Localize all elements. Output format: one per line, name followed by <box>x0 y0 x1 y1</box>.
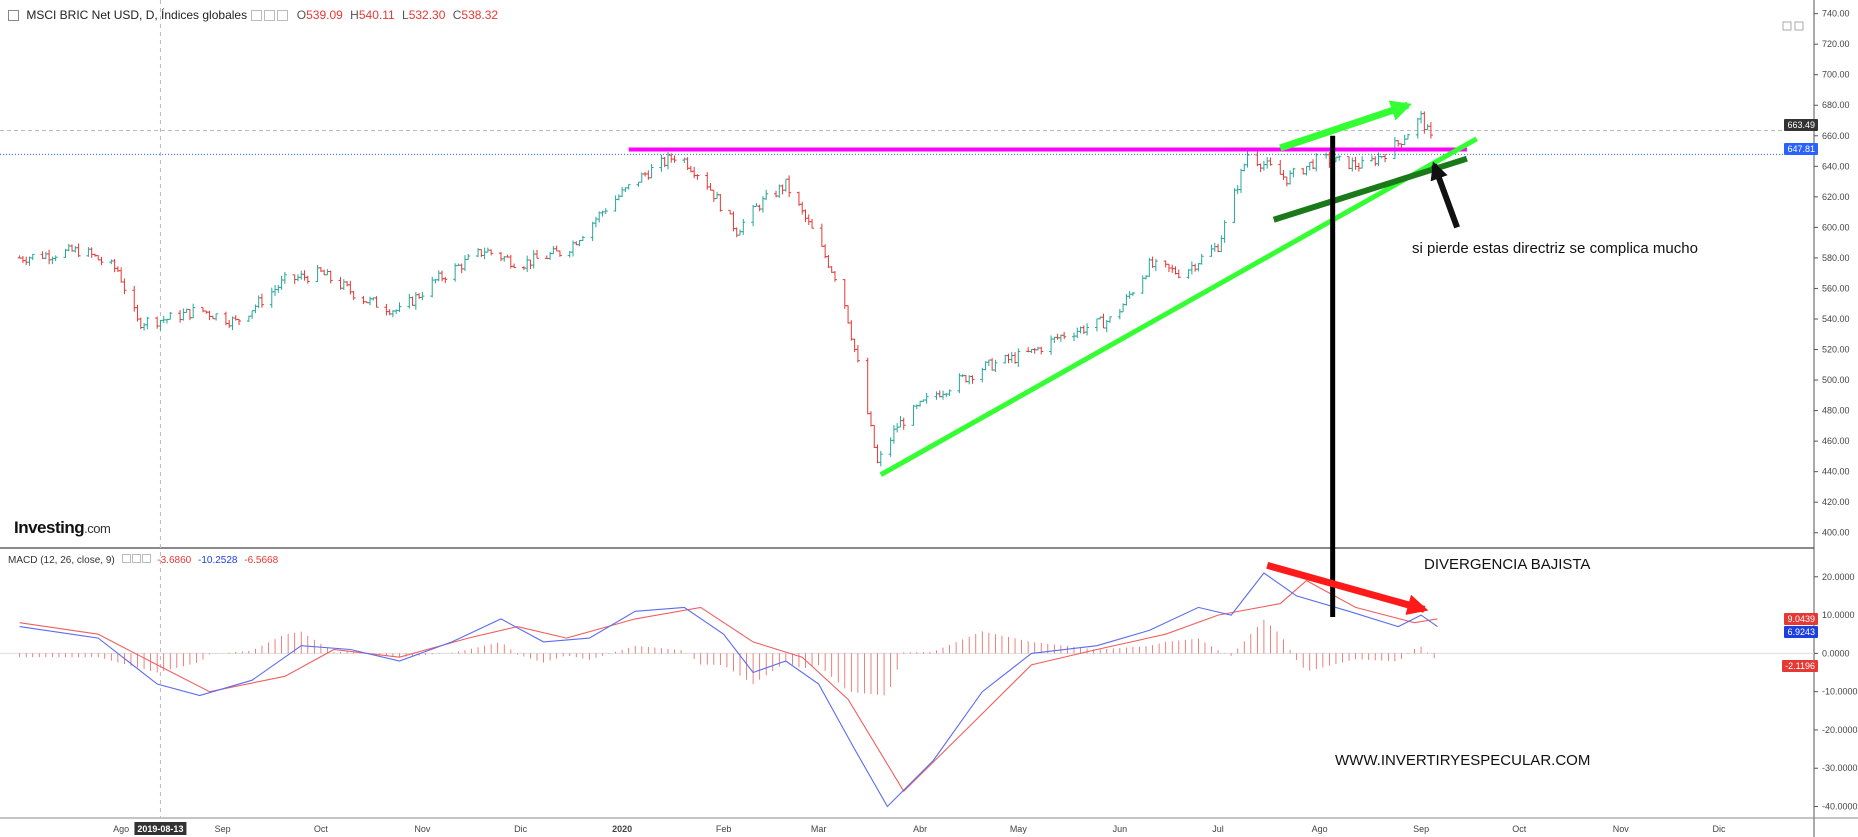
hist-value-label: -2.1196 <box>1782 660 1818 672</box>
time-tick-label: Dic <box>1713 824 1726 834</box>
logo-brand: Investing <box>14 518 85 537</box>
open-value: 539.09 <box>306 8 343 22</box>
drawings-layer <box>628 100 1478 617</box>
last-price-label: 663.49 <box>1784 119 1818 131</box>
price-tick-label: 720.00 <box>1822 39 1850 49</box>
time-tick-label: 2020 <box>612 824 632 834</box>
macd-tick-label: -20.0000 <box>1822 725 1858 735</box>
crosshair-date-box <box>134 822 187 835</box>
macd-layer <box>19 572 1438 808</box>
chart-header: MSCI BRIC Net USD, D, Índices globales O… <box>8 8 498 22</box>
header-eye-icon[interactable] <box>251 10 263 22</box>
macd-value-label: 6.9243 <box>1784 626 1818 638</box>
signal-value-label: 9.0439 <box>1784 613 1818 625</box>
macd-value-2: -10.2528 <box>197 555 238 566</box>
price-tick-label: 460.00 <box>1822 436 1850 446</box>
time-tick-label: Sep <box>1413 824 1429 834</box>
time-tick-label: Oct <box>314 824 329 834</box>
price-tick-label: 560.00 <box>1822 283 1850 293</box>
macd-tick-label: 20.0000 <box>1822 572 1855 582</box>
minimize-icon <box>1794 21 1804 31</box>
bearish-divergence-arrow <box>1266 561 1429 615</box>
price-tick-label: 480.00 <box>1822 406 1850 416</box>
price-tick-label: 580.00 <box>1822 253 1850 263</box>
macd-tick-label: 10.0000 <box>1822 610 1855 620</box>
annotation-divergencia: DIVERGENCIA BAJISTA <box>1424 556 1591 573</box>
price-tick-label: 740.00 <box>1822 9 1850 19</box>
symbol-title[interactable]: MSCI BRIC Net USD, D, Índices globales <box>26 8 248 22</box>
price-tick-label: 620.00 <box>1822 192 1850 202</box>
close-value: 538.32 <box>461 8 499 22</box>
time-tick-label: Sep <box>215 824 231 834</box>
macd-header: MACD (12, 26, close, 9) -3.6860 -10.2528… <box>8 554 278 566</box>
time-tick-label: Nov <box>414 824 431 834</box>
time-tick-label: Jul <box>1212 824 1224 834</box>
time-tick-label: Oct <box>1512 824 1527 834</box>
time-tick-label: May <box>1010 824 1028 834</box>
time-tick-label: Nov <box>1613 824 1630 834</box>
macd-tick-label: -10.0000 <box>1822 687 1858 697</box>
header-settings-icon[interactable] <box>264 10 276 22</box>
time-tick-label: Jun <box>1113 824 1128 834</box>
macd-line <box>19 572 1438 808</box>
price-tick-label: 400.00 <box>1822 528 1850 538</box>
low-value: 532.30 <box>408 8 446 22</box>
low-label: L <box>402 8 409 22</box>
time-tick-label: Mar <box>811 824 827 834</box>
macd-eye-icon[interactable] <box>121 554 131 563</box>
price-tick-label: 640.00 <box>1822 161 1850 171</box>
maximize-icon <box>1782 21 1792 31</box>
macd-close-icon[interactable] <box>141 554 151 563</box>
crosshair-date-label: 2019-08-13 <box>137 824 183 834</box>
macd-value-1: -3.6860 <box>157 555 192 566</box>
time-tick-label: Feb <box>716 824 732 834</box>
price-tick-label: 520.00 <box>1822 345 1850 355</box>
price-tick-label: 680.00 <box>1822 100 1850 110</box>
annotation-directriz: si pierde estas directriz se complica mu… <box>1412 240 1698 257</box>
current-price-label: 647.81 <box>1784 143 1818 155</box>
axis-layer: 740.00 720.00 700.00 680.00 660.00 640.00 620.… <box>113 9 1858 835</box>
macd-title[interactable]: MACD (12, 26, close, 9) <box>8 555 115 566</box>
support-trendline <box>879 136 1478 477</box>
price-tick-label: 500.00 <box>1822 375 1850 385</box>
price-tick-label: 540.00 <box>1822 314 1850 324</box>
time-tick-label: Ago <box>1312 824 1328 834</box>
macd-tick-label: 0.0000 <box>1822 648 1850 658</box>
high-label: H <box>350 8 359 22</box>
pointer-arrow <box>1430 161 1460 229</box>
price-tick-label: 440.00 <box>1822 467 1850 477</box>
candlestick-layer <box>17 111 1433 467</box>
time-tick-label: Abr <box>913 824 927 834</box>
bullish-arrow <box>1279 100 1412 152</box>
annotation-website: WWW.INVERTIRYESPECULAR.COM <box>1335 752 1591 769</box>
price-tick-label: 420.00 <box>1822 497 1850 507</box>
open-label: O <box>296 8 307 22</box>
time-tick-label: Dic <box>514 824 527 834</box>
high-value: 540.11 <box>358 8 395 22</box>
logo-suffix: .com <box>84 521 111 536</box>
investing-logo: Investing.com <box>14 518 111 538</box>
price-tick-label: 600.00 <box>1822 222 1850 232</box>
macd-settings-icon[interactable] <box>131 554 141 563</box>
macd-tick-label: -40.0000 <box>1822 802 1858 812</box>
collapse-icon[interactable] <box>8 10 19 22</box>
header-close-icon[interactable] <box>277 10 289 22</box>
macd-tick-label: -30.0000 <box>1822 763 1858 773</box>
price-tick-label: 700.00 <box>1822 70 1850 80</box>
time-tick-label: Ago <box>113 824 129 834</box>
macd-value-3: -6.5668 <box>244 555 279 566</box>
price-tick-label: 660.00 <box>1822 131 1850 141</box>
signal-line <box>19 579 1438 793</box>
close-label: C <box>452 8 462 22</box>
